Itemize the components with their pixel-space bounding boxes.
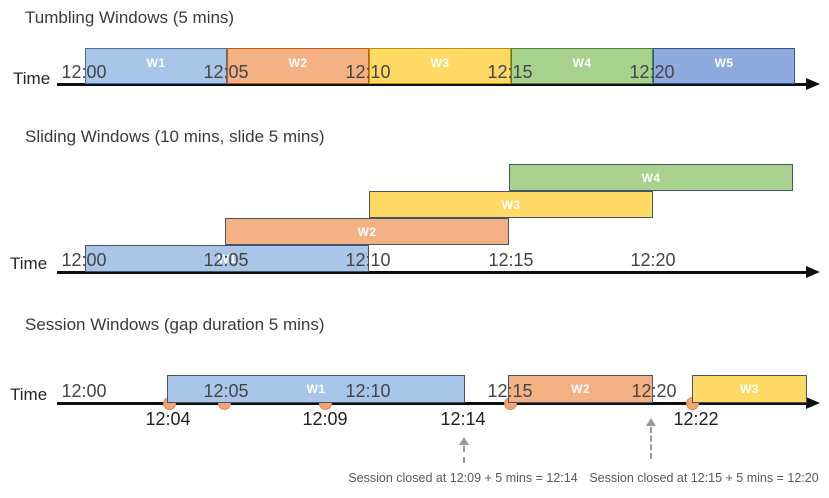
session-window-w2: W2 bbox=[508, 375, 653, 403]
session-tick-1205: 12:05 bbox=[203, 381, 249, 401]
sliding-window-w1-label: W1 bbox=[217, 251, 237, 266]
session-axis-arrowhead-icon bbox=[806, 397, 820, 409]
tumbling-window-w5: W5 bbox=[653, 48, 795, 84]
tumbling-tick-1210: 12:10 bbox=[345, 62, 391, 82]
tumbling-window-w3: W3 bbox=[369, 48, 511, 84]
session-window-w3-label: W3 bbox=[740, 382, 759, 396]
event-time-1222: 12:22 bbox=[673, 409, 719, 429]
session-tick-1215: 12:15 bbox=[487, 381, 533, 401]
event-time-1209: 12:09 bbox=[302, 409, 348, 429]
sliding-window-w4: W4 bbox=[509, 164, 793, 191]
tumbling-window-w4-label: W4 bbox=[572, 56, 592, 70]
session-tick-1210: 12:10 bbox=[345, 381, 391, 401]
sliding-time-axis bbox=[57, 271, 806, 274]
tumbling-tick-1200: 12:00 bbox=[61, 62, 107, 82]
callout-arrowhead-1-icon bbox=[459, 437, 469, 445]
tumbling-window-w2: W2 bbox=[227, 48, 369, 84]
session-title: Session Windows (gap duration 5 mins) bbox=[25, 315, 325, 334]
callout-arrow-line-1 bbox=[463, 446, 465, 463]
sliding-window-w4-label: W4 bbox=[641, 170, 661, 185]
tumbling-time-axis bbox=[57, 83, 806, 86]
sliding-window-w3-label: W3 bbox=[501, 197, 521, 212]
tumbling-tick-1215: 12:15 bbox=[487, 62, 533, 82]
callout-arrow-line-2 bbox=[650, 427, 652, 459]
sliding-time-label: Time bbox=[10, 254, 48, 273]
session-window-w1-label: W1 bbox=[306, 382, 326, 396]
tumbling-title: Tumbling Windows (5 mins) bbox=[25, 8, 235, 27]
sliding-axis-arrowhead-icon bbox=[806, 266, 820, 278]
tumbling-window-w4: W4 bbox=[511, 48, 653, 84]
session-window-w2-label: W2 bbox=[571, 382, 590, 396]
tumbling-axis-arrowhead-icon bbox=[806, 78, 820, 90]
callout-arrowhead-2-icon bbox=[646, 418, 656, 426]
sliding-title: Sliding Windows (10 mins, slide 5 mins) bbox=[25, 127, 325, 146]
session-time-label: Time bbox=[10, 385, 48, 404]
session-time-axis bbox=[57, 402, 806, 405]
tumbling-window-w1-label: W1 bbox=[146, 56, 166, 70]
event-time-1204: 12:04 bbox=[145, 409, 191, 429]
session-tick-1220: 12:20 bbox=[631, 381, 677, 401]
tumbling-window-w2-label: W2 bbox=[288, 56, 308, 70]
session-tick-1200: 12:00 bbox=[61, 381, 107, 401]
sliding-tick-1210: 12:10 bbox=[345, 250, 391, 270]
sliding-tick-1220: 12:20 bbox=[630, 250, 676, 270]
session-closed-annotation-2: Session closed at 12:15 + 5 mins = 12:20 bbox=[589, 471, 819, 485]
sliding-window-w2-label: W2 bbox=[357, 224, 377, 239]
sliding-window-w2: W2 bbox=[225, 218, 509, 245]
sliding-window-w1: W1 bbox=[85, 245, 369, 272]
tumbling-window-w1: W1 bbox=[85, 48, 227, 84]
sliding-tick-1200: 12:00 bbox=[61, 250, 107, 270]
tumbling-window-w3-label: W3 bbox=[430, 56, 450, 70]
tumbling-window-w5-label: W5 bbox=[714, 56, 734, 70]
tumbling-time-label: Time bbox=[13, 69, 51, 88]
tumbling-tick-1205: 12:05 bbox=[203, 62, 249, 82]
session-window-w3: W3 bbox=[692, 375, 807, 403]
sliding-tick-1205: 12:05 bbox=[203, 250, 249, 270]
tumbling-tick-1220: 12:20 bbox=[629, 62, 675, 82]
sliding-tick-1215: 12:15 bbox=[488, 250, 534, 270]
session-window-w1: W1 bbox=[167, 375, 465, 403]
session-closed-annotation-1: Session closed at 12:09 + 5 mins = 12:14 bbox=[348, 471, 578, 485]
event-time-1214: 12:14 bbox=[440, 409, 486, 429]
sliding-window-w3: W3 bbox=[369, 191, 653, 218]
